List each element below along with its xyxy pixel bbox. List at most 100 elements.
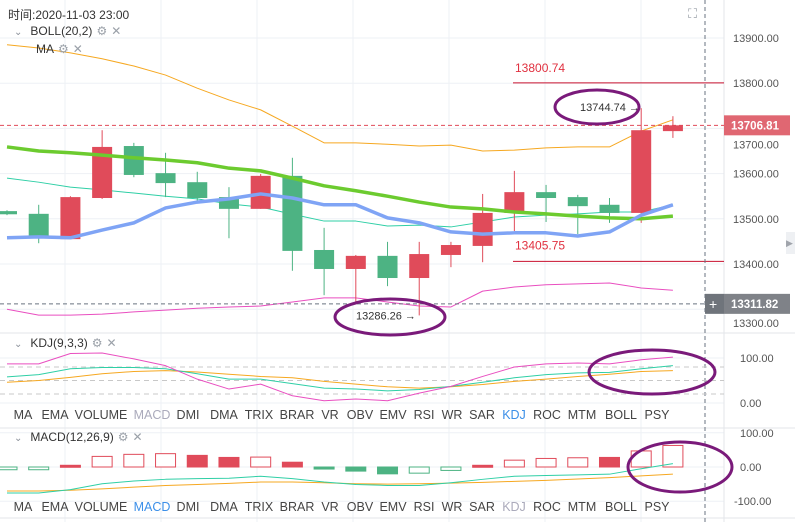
tab-sar[interactable]: SAR (469, 408, 495, 422)
tab-wr[interactable]: WR (441, 408, 463, 422)
close-icon[interactable]: ✕ (72, 42, 83, 56)
tab-ema[interactable]: EMA (41, 500, 69, 514)
tab-vr[interactable]: VR (321, 408, 339, 422)
macd-histogram-bar (186, 454, 208, 468)
tab-obv[interactable]: OBV (346, 500, 374, 514)
tab-rsi[interactable]: RSI (413, 500, 435, 514)
macd-histogram-bar (377, 466, 399, 475)
tab-brar[interactable]: BRAR (279, 408, 315, 422)
price-axis-tick: 13900.00 (733, 33, 779, 45)
tab-emv[interactable]: EMV (379, 500, 407, 514)
crosshair-price-text: 13311.82 (731, 299, 778, 311)
price-axis-tick: 13400.00 (733, 259, 779, 271)
kdj-axis-tick: 100.00 (740, 353, 774, 365)
fullscreen-icon[interactable]: ⛶ (688, 6, 698, 21)
tab-trix[interactable]: TRIX (244, 408, 274, 422)
tab-kdj[interactable]: KDJ (502, 408, 526, 422)
macd-histogram-bar (408, 466, 430, 474)
macd-axis-tick: 100.00 (740, 428, 774, 440)
macd-dif-line (7, 463, 673, 494)
gear-icon[interactable]: ⚙ (96, 24, 108, 38)
tab-roc[interactable]: ROC (533, 500, 561, 514)
tab-vr[interactable]: VR (321, 500, 339, 514)
macd-histogram-bar (535, 457, 557, 468)
tab-boll[interactable]: BOLL (605, 500, 637, 514)
candle-down (282, 175, 303, 251)
candle-up (409, 254, 430, 279)
close-icon[interactable]: ✕ (132, 430, 143, 444)
tab-mtm[interactable]: MTM (567, 500, 597, 514)
macd-histogram-bar (91, 455, 113, 468)
boll-upper-line (6, 44, 674, 152)
candle-up (631, 130, 652, 213)
tab-kdj[interactable]: KDJ (502, 500, 526, 514)
crosshair-plus-button (705, 293, 724, 314)
macd-histogram-bar (281, 461, 303, 468)
kdj-axis-tick: 0.00 (740, 398, 761, 410)
close-icon[interactable]: ✕ (111, 24, 122, 38)
boll-label: BOLL(20,2) (30, 24, 93, 38)
tab-dmi[interactable]: DMI (176, 500, 200, 514)
tab-macd[interactable]: MACD (133, 500, 171, 514)
candle-up (440, 245, 461, 255)
tab-obv[interactable]: OBV (346, 408, 374, 422)
candle-down (0, 211, 17, 215)
tab-psy[interactable]: PSY (644, 408, 670, 422)
tab-rsi[interactable]: RSI (413, 408, 435, 422)
price-axis-tick: 13600.00 (733, 169, 779, 181)
tab-dma[interactable]: DMA (210, 408, 238, 422)
chevron-down-icon[interactable]: ⌄ (14, 339, 23, 350)
tab-ma[interactable]: MA (13, 408, 33, 422)
kdj-label: KDJ(9,3,3) (30, 336, 88, 350)
gear-icon[interactable]: ⚙ (58, 42, 69, 56)
macd-histogram-bar (598, 456, 620, 468)
macd-histogram-bar (472, 464, 494, 468)
expand-arrow-icon[interactable]: ▶ (786, 232, 795, 254)
tab-sar[interactable]: SAR (469, 500, 495, 514)
current-price-badge (724, 115, 790, 136)
tab-boll[interactable]: BOLL (605, 408, 637, 422)
candle-down (536, 192, 557, 199)
macd-dea-line (7, 473, 673, 492)
ma-label: MA (36, 42, 54, 56)
max-price-label: 13744.74 → (580, 102, 640, 114)
macd-histogram-bar (313, 466, 335, 470)
candle-up (662, 125, 683, 132)
candle-down (155, 173, 176, 184)
tab-dmi[interactable]: DMI (176, 408, 200, 422)
close-icon[interactable]: ✕ (106, 336, 117, 350)
tab-dma[interactable]: DMA (210, 500, 238, 514)
ma-green-line (6, 145, 674, 221)
annotation-ellipse (333, 297, 447, 337)
chevron-down-icon[interactable]: ⌄ (14, 433, 23, 444)
macd-histogram-bar (59, 464, 81, 468)
price-axis-tick: 13700.00 (733, 139, 779, 151)
chevron-down-icon[interactable]: ⌄ (14, 27, 23, 38)
tab-trix[interactable]: TRIX (244, 500, 274, 514)
tab-volume[interactable]: VOLUME (74, 500, 128, 514)
annotation-ellipse (626, 440, 734, 494)
high-price-label: 13800.74 (515, 61, 565, 75)
tab-brar[interactable]: BRAR (279, 500, 315, 514)
tab-ema[interactable]: EMA (41, 408, 69, 422)
tab-macd[interactable]: MACD (133, 408, 171, 422)
price-axis-tick: 13300.00 (733, 318, 779, 330)
macd-histogram-bar (503, 459, 525, 468)
tab-psy[interactable]: PSY (644, 500, 670, 514)
candle-down (218, 197, 239, 209)
tab-wr[interactable]: WR (441, 500, 463, 514)
candle-down (187, 182, 208, 199)
tab-roc[interactable]: ROC (533, 408, 561, 422)
tab-ma[interactable]: MA (13, 500, 33, 514)
gear-icon[interactable]: ⚙ (117, 430, 129, 444)
macd-histogram-bar (155, 453, 177, 468)
tab-emv[interactable]: EMV (379, 408, 407, 422)
tab-volume[interactable]: VOLUME (74, 408, 128, 422)
gear-icon[interactable]: ⚙ (91, 336, 103, 350)
candle-down (377, 255, 398, 279)
macd-histogram-bar (218, 456, 240, 468)
macd-histogram-bar (440, 466, 462, 471)
tab-mtm[interactable]: MTM (567, 408, 597, 422)
indicator-tabs-macd: MA EMA VOLUME MACD DMI DMA TRIX BRAR VR OBV EMV RSI… (0, 500, 705, 520)
